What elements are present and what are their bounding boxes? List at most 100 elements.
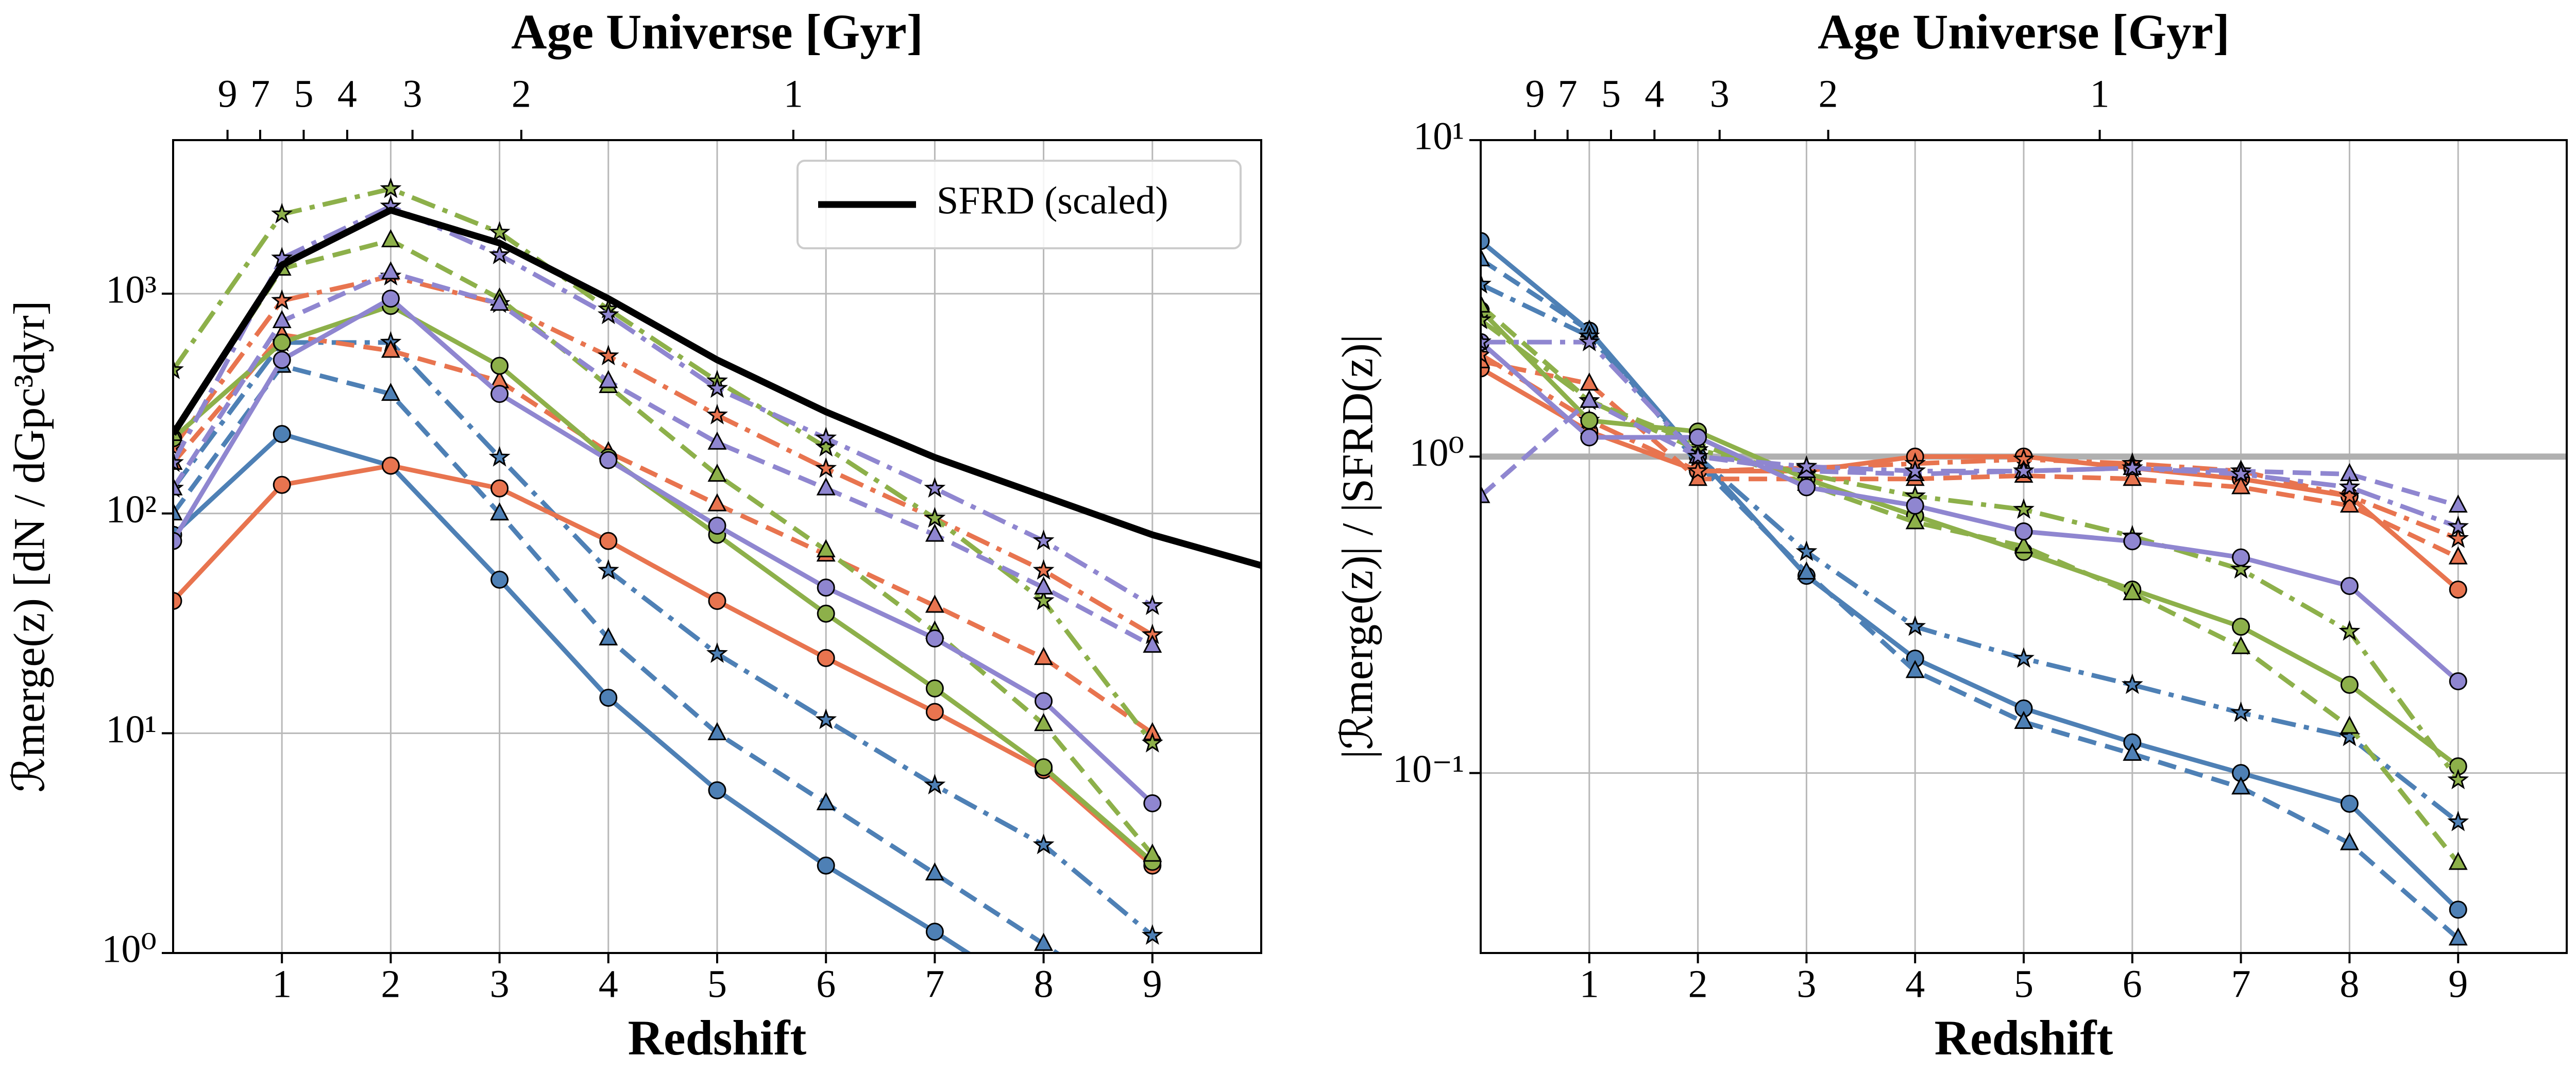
x2-tick-label: 1 <box>784 72 803 115</box>
marker <box>1143 794 1162 812</box>
marker <box>1032 530 1055 550</box>
marker <box>381 229 400 248</box>
marker <box>2232 548 2250 567</box>
x2-tick-label: 3 <box>403 72 422 115</box>
marker <box>2121 673 2143 694</box>
y-tick-label: 10⁻¹ <box>1393 747 1464 791</box>
marker <box>599 627 618 645</box>
marker <box>706 377 728 398</box>
marker <box>2340 577 2359 595</box>
marker <box>816 539 836 557</box>
x-tick-label: 2 <box>381 962 400 1006</box>
marker <box>925 523 944 542</box>
marker <box>2014 522 2033 541</box>
marker <box>599 370 618 388</box>
plot-area <box>1481 232 2469 946</box>
x-tick-label: 3 <box>490 962 510 1006</box>
marker <box>2447 810 2469 831</box>
marker <box>2231 776 2251 795</box>
marker <box>2340 716 2359 734</box>
x-tick-label: 8 <box>1034 962 1054 1006</box>
marker <box>2014 535 2033 554</box>
marker <box>173 532 182 550</box>
marker <box>490 479 509 498</box>
panel: 1 2 3 4 5 6 7 8 99 7 5 4 3 2 110⁰10¹10²10³RedshiftAge … <box>5 4 1262 1076</box>
series-line <box>173 296 1154 805</box>
x-tick-label: 3 <box>1797 962 1816 1006</box>
plot-area <box>173 177 1261 1076</box>
marker <box>173 359 184 379</box>
x2-tick-label: 2 <box>512 72 531 115</box>
marker <box>925 862 944 881</box>
marker <box>1481 232 1490 250</box>
marker <box>2447 527 2469 548</box>
marker <box>817 604 835 623</box>
x-axis-label: Redshift <box>628 1010 807 1065</box>
marker <box>2338 485 2361 505</box>
x2-tick-label: 4 <box>1645 72 1664 115</box>
marker <box>490 293 510 311</box>
marker <box>2449 672 2467 690</box>
series-line <box>1481 398 2459 508</box>
legend-box <box>796 160 1242 249</box>
marker <box>2121 456 2143 478</box>
x-tick-label: 7 <box>925 962 944 1006</box>
marker <box>925 629 944 648</box>
x-tick-label: 5 <box>2014 962 2033 1006</box>
marker <box>271 289 293 310</box>
marker <box>2338 620 2361 641</box>
marker <box>2448 852 2468 870</box>
x2-axis-label: Age Universe [Gyr] <box>1818 4 2230 59</box>
marker <box>381 261 400 280</box>
marker <box>1481 485 1490 503</box>
marker <box>1797 561 1816 580</box>
series-line <box>173 203 1154 608</box>
marker <box>2448 546 2468 565</box>
marker <box>271 202 293 224</box>
marker <box>925 594 944 613</box>
marker <box>2230 701 2252 722</box>
x2-tick-label: 7 <box>250 72 270 115</box>
marker <box>490 570 509 589</box>
marker <box>273 333 291 352</box>
x2-tick-label: 2 <box>1819 72 1838 115</box>
series-line <box>1481 339 2459 529</box>
y-tick-label: 10⁰ <box>1410 431 1464 474</box>
marker <box>1035 758 1053 776</box>
marker <box>1481 343 1492 364</box>
marker <box>173 451 184 472</box>
marker <box>925 703 944 721</box>
y-axis-label: ℛmerge(z) [dN / dGpc³dyr] <box>5 301 54 793</box>
marker <box>1144 1010 1161 1025</box>
marker <box>381 383 400 401</box>
series-line <box>1481 318 2460 782</box>
marker <box>1481 248 1490 266</box>
marker <box>1034 713 1054 731</box>
y-axis-label: |ℛmerge(z)| / |SFRD(z)| <box>1333 334 1382 759</box>
x-tick-label: 7 <box>2231 962 2251 1006</box>
series-line <box>1481 257 2460 941</box>
marker <box>2123 582 2142 601</box>
series-line <box>173 207 1261 569</box>
marker <box>1143 635 1162 653</box>
marker <box>272 310 292 328</box>
marker <box>817 578 835 597</box>
marker <box>173 502 183 521</box>
marker <box>1580 428 1599 447</box>
series-line <box>173 186 1155 745</box>
marker <box>2123 532 2142 551</box>
marker <box>815 436 837 457</box>
marker <box>815 427 837 448</box>
marker <box>1034 576 1054 595</box>
marker <box>1144 1060 1161 1076</box>
x-tick-label: 9 <box>1143 962 1162 1006</box>
marker <box>2449 900 2467 919</box>
marker <box>1035 692 1053 710</box>
x-tick-label: 9 <box>2448 962 2468 1006</box>
marker <box>2123 742 2142 761</box>
marker <box>381 456 400 475</box>
marker <box>2013 647 2035 668</box>
marker <box>1481 273 1492 294</box>
marker <box>488 446 511 467</box>
legend-label: SFRD (scaled) <box>937 179 1168 222</box>
